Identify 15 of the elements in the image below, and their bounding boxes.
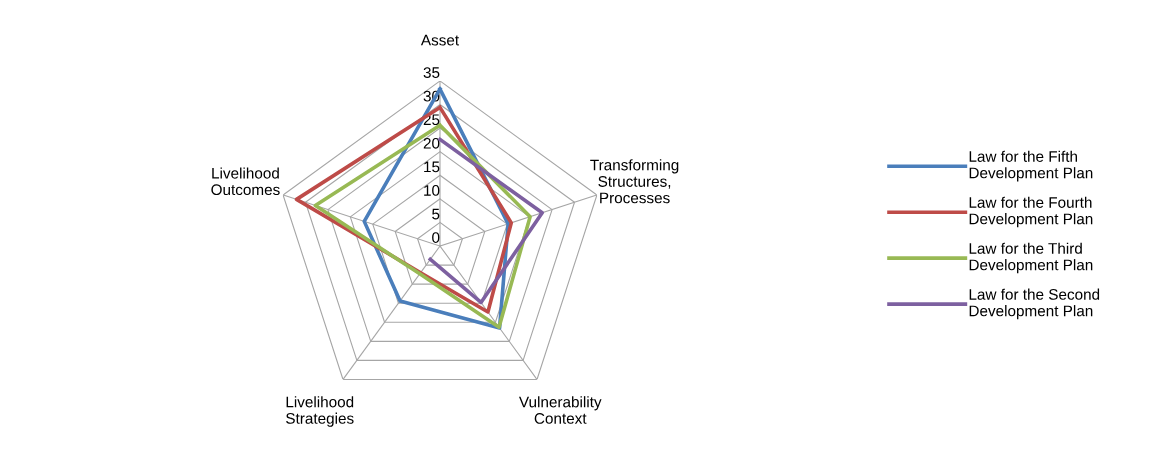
legend-label: Law for the Fourth Development Plan xyxy=(969,196,1093,228)
y-tick-label: 20 xyxy=(423,137,440,149)
y-tick-label: 0 xyxy=(432,232,440,243)
y-tick-label: 15 xyxy=(424,161,440,173)
spoke-label: Vulnerability Context xyxy=(519,396,602,424)
legend-label: Law for the Fifth Development Plan xyxy=(969,150,1093,182)
spoke-label: Livelihood Outcomes xyxy=(211,167,280,196)
spoke-label: Transforming Structures, Processes xyxy=(590,159,679,204)
y-tick-label: 10 xyxy=(424,185,440,196)
spoke-label: Livelihood Strategies xyxy=(286,396,354,427)
legend-label: Law for the Third Development Plan xyxy=(969,242,1093,274)
spoke-label: Asset xyxy=(420,34,459,46)
y-tick-label: 35 xyxy=(423,67,440,78)
y-tick-label: 5 xyxy=(432,208,440,220)
legend-label: Law for the Second Development Plan xyxy=(969,288,1100,320)
